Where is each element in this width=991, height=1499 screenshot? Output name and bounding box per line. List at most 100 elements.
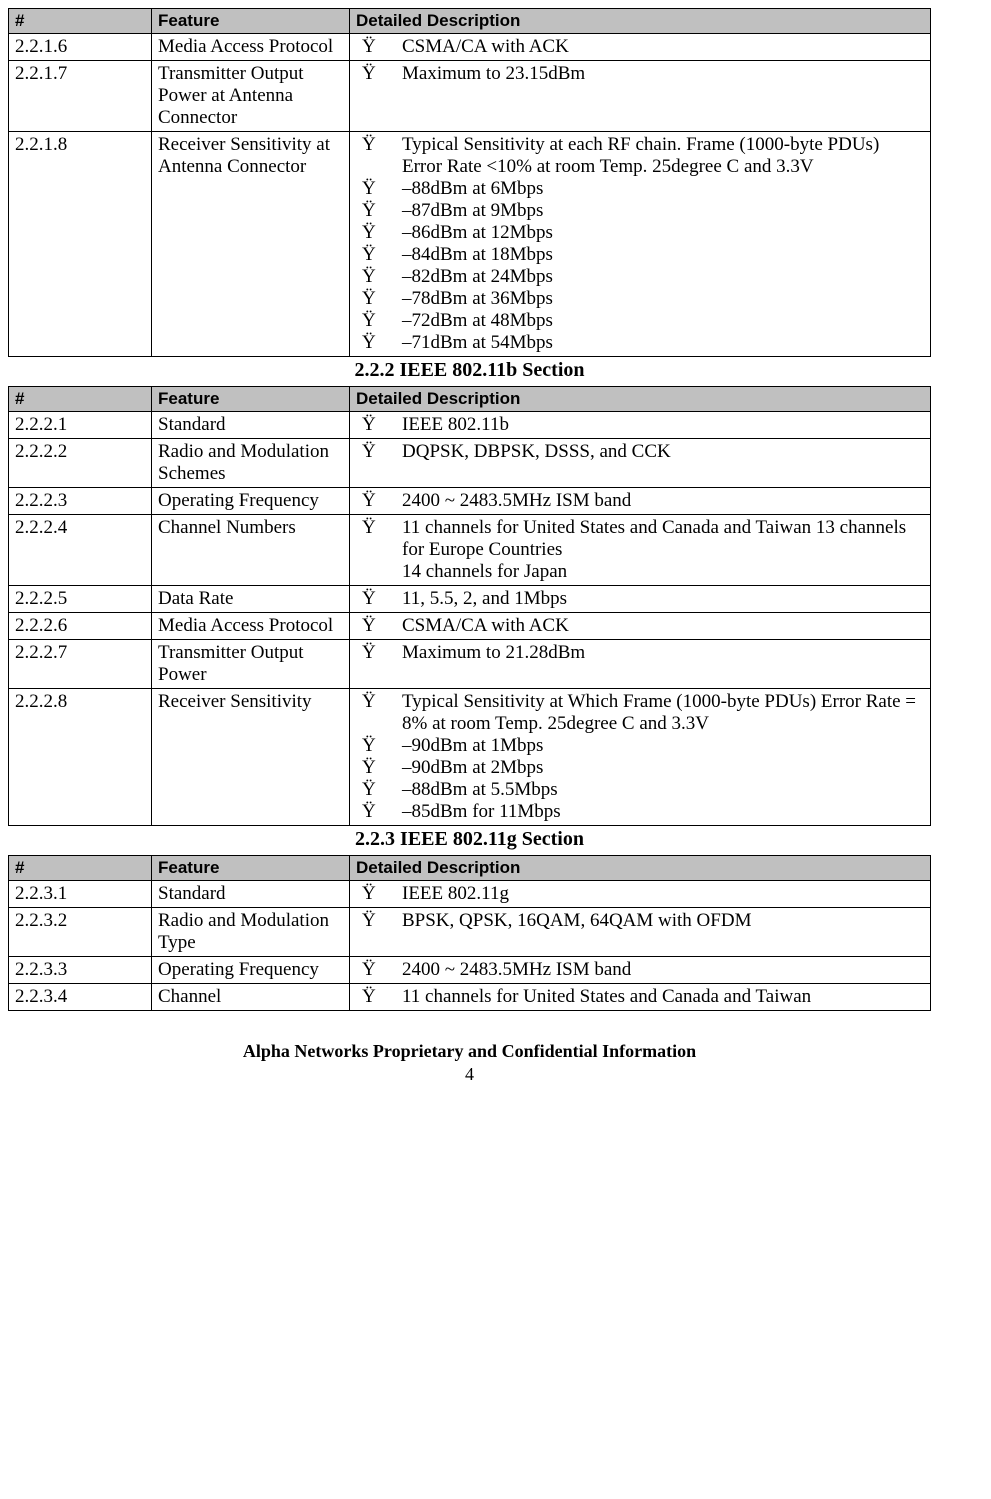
col-header-number: # — [9, 387, 152, 412]
cell-desc: ŸCSMA/CA with ACK — [350, 613, 931, 640]
bullet-icon: Ÿ — [356, 910, 402, 932]
cell-feature: Receiver Sensitivity at Antenna Connecto… — [152, 132, 350, 357]
cell-desc: Ÿ11 channels for United States and Canad… — [350, 984, 931, 1011]
cell-feature: Standard — [152, 881, 350, 908]
table-row: 2.2.1.7 Transmitter Output Power at Ante… — [9, 61, 931, 132]
spec-table-2: # Feature Detailed Description 2.2.2.1 S… — [8, 386, 931, 826]
bullet-text: IEEE 802.11b — [402, 414, 924, 436]
cell-feature: Transmitter Output Power — [152, 640, 350, 689]
bullet-icon: Ÿ — [356, 244, 402, 266]
bullet-text: –88dBm at 6Mbps — [402, 178, 924, 200]
cell-desc: ŸTypical Sensitivity at Which Frame (100… — [350, 689, 931, 826]
cell-desc: ŸDQPSK, DBPSK, DSSS, and CCK — [350, 439, 931, 488]
table-row: 2.2.1.8 Receiver Sensitivity at Antenna … — [9, 132, 931, 357]
bullet-icon: Ÿ — [356, 986, 402, 1008]
bullet-icon: Ÿ — [356, 642, 402, 664]
cell-desc: ŸTypical Sensitivity at each RF chain. F… — [350, 132, 931, 357]
col-header-desc: Detailed Description — [350, 9, 931, 34]
cell-desc: ŸCSMA/CA with ACK — [350, 34, 931, 61]
bullet-text: –90dBm at 1Mbps — [402, 735, 924, 757]
cell-number: 2.2.2.2 — [9, 439, 152, 488]
bullet-icon: Ÿ — [356, 414, 402, 436]
bullet-icon: Ÿ — [356, 779, 402, 801]
cell-number: 2.2.2.7 — [9, 640, 152, 689]
cell-desc: ŸBPSK, QPSK, 16QAM, 64QAM with OFDM — [350, 908, 931, 957]
col-header-feature: Feature — [152, 387, 350, 412]
cell-number: 2.2.3.4 — [9, 984, 152, 1011]
table-row: 2.2.3.2 Radio and Modulation Type ŸBPSK,… — [9, 908, 931, 957]
spec-table-3: # Feature Detailed Description 2.2.3.1 S… — [8, 855, 931, 1011]
cell-desc: ŸIEEE 802.11g — [350, 881, 931, 908]
bullet-icon: Ÿ — [356, 691, 402, 735]
page-number: 4 — [8, 1064, 931, 1085]
table-header-row: # Feature Detailed Description — [9, 387, 931, 412]
cell-feature: Transmitter Output Power at Antenna Conn… — [152, 61, 350, 132]
cell-number: 2.2.2.6 — [9, 613, 152, 640]
bullet-icon: Ÿ — [356, 222, 402, 244]
table-row: 2.2.2.4 Channel Numbers Ÿ11 channels for… — [9, 515, 931, 586]
bullet-text: Maximum to 21.28dBm — [402, 642, 924, 664]
cell-feature: Standard — [152, 412, 350, 439]
bullet-text: –87dBm at 9Mbps — [402, 200, 924, 222]
table-row: 2.2.2.3 Operating Frequency Ÿ2400 ~ 2483… — [9, 488, 931, 515]
table-row: 2.2.2.2 Radio and Modulation Schemes ŸDQ… — [9, 439, 931, 488]
col-header-feature: Feature — [152, 9, 350, 34]
bullet-text: –78dBm at 36Mbps — [402, 288, 924, 310]
bullet-text: –71dBm at 54Mbps — [402, 332, 924, 354]
bullet-text: Typical Sensitivity at Which Frame (1000… — [402, 691, 924, 735]
cell-desc: Ÿ11 channels for United States and Canad… — [350, 515, 931, 586]
bullet-icon: Ÿ — [356, 757, 402, 779]
bullet-icon: Ÿ — [356, 178, 402, 200]
bullet-icon: Ÿ — [356, 441, 402, 463]
cell-desc: ŸMaximum to 23.15dBm — [350, 61, 931, 132]
col-header-desc: Detailed Description — [350, 856, 931, 881]
table-row: 2.2.2.5 Data Rate Ÿ11, 5.5, 2, and 1Mbps — [9, 586, 931, 613]
cell-desc: Ÿ11, 5.5, 2, and 1Mbps — [350, 586, 931, 613]
table-row: 2.2.3.3 Operating Frequency Ÿ2400 ~ 2483… — [9, 957, 931, 984]
bullet-icon: Ÿ — [356, 615, 402, 637]
bullet-icon: Ÿ — [356, 310, 402, 332]
cell-feature: Receiver Sensitivity — [152, 689, 350, 826]
bullet-icon: Ÿ — [356, 134, 402, 178]
table-row: 2.2.2.1 Standard ŸIEEE 802.11b — [9, 412, 931, 439]
cell-desc: ŸIEEE 802.11b — [350, 412, 931, 439]
bullet-text: DQPSK, DBPSK, DSSS, and CCK — [402, 441, 924, 463]
bullet-icon: Ÿ — [356, 332, 402, 354]
bullet-icon: Ÿ — [356, 288, 402, 310]
cell-number: 2.2.3.2 — [9, 908, 152, 957]
cell-number: 2.2.1.8 — [9, 132, 152, 357]
bullet-icon: Ÿ — [356, 735, 402, 757]
section-title-80211g: 2.2.3 IEEE 802.11g Section — [8, 826, 931, 855]
bullet-text: –86dBm at 12Mbps — [402, 222, 924, 244]
cell-feature: Channel — [152, 984, 350, 1011]
cell-number: 2.2.2.8 — [9, 689, 152, 826]
cell-feature: Media Access Protocol — [152, 34, 350, 61]
bullet-icon: Ÿ — [356, 517, 402, 583]
cell-feature: Operating Frequency — [152, 488, 350, 515]
table-row: 2.2.1.6 Media Access Protocol ŸCSMA/CA w… — [9, 34, 931, 61]
bullet-icon: Ÿ — [356, 490, 402, 512]
cell-desc: Ÿ2400 ~ 2483.5MHz ISM band — [350, 957, 931, 984]
bullet-text: 2400 ~ 2483.5MHz ISM band — [402, 959, 924, 981]
cell-number: 2.2.2.4 — [9, 515, 152, 586]
bullet-icon: Ÿ — [356, 63, 402, 85]
table-row: 2.2.2.6 Media Access Protocol ŸCSMA/CA w… — [9, 613, 931, 640]
footer-text: Alpha Networks Proprietary and Confident… — [8, 1041, 931, 1062]
table-row: 2.2.2.8 Receiver Sensitivity ŸTypical Se… — [9, 689, 931, 826]
cell-feature: Media Access Protocol — [152, 613, 350, 640]
cell-number: 2.2.3.1 — [9, 881, 152, 908]
table-header-row: # Feature Detailed Description — [9, 9, 931, 34]
cell-feature: Radio and Modulation Schemes — [152, 439, 350, 488]
cell-desc: Ÿ2400 ~ 2483.5MHz ISM band — [350, 488, 931, 515]
col-header-number: # — [9, 856, 152, 881]
cell-number: 2.2.1.6 — [9, 34, 152, 61]
bullet-text: –84dBm at 18Mbps — [402, 244, 924, 266]
col-header-number: # — [9, 9, 152, 34]
bullet-text: Typical Sensitivity at each RF chain. Fr… — [402, 134, 924, 178]
cell-number: 2.2.2.3 — [9, 488, 152, 515]
bullet-text: –85dBm for 11Mbps — [402, 801, 924, 823]
bullet-text: –82dBm at 24Mbps — [402, 266, 924, 288]
bullet-text: 11 channels for United States and Canada… — [402, 986, 924, 1008]
section-title-80211b: 2.2.2 IEEE 802.11b Section — [8, 357, 931, 386]
bullet-icon: Ÿ — [356, 959, 402, 981]
